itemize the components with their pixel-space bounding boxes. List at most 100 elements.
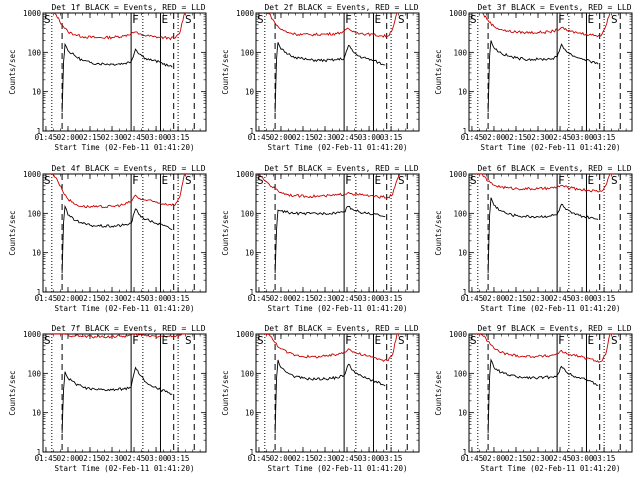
phase-marker-label: E (374, 334, 381, 347)
phase-marker-label: E (587, 334, 594, 347)
y-tick-label: 1 (249, 448, 254, 457)
x-tick-label: 02:15 (79, 133, 102, 142)
y-axis-label: Counts/sec (8, 370, 17, 415)
chart-title: Det 2f BLACK = Events, RED = LLD (264, 3, 418, 12)
x-tick-label: 03:00 (145, 294, 168, 303)
x-tick-label: 02:15 (292, 133, 315, 142)
x-tick-label: 03:15 (167, 454, 190, 463)
x-tick-label: 03:00 (571, 454, 594, 463)
y-axis-label: Counts/sec (434, 49, 443, 94)
x-tick-label: 02:30 (314, 133, 337, 142)
plot-frame (468, 333, 633, 453)
events-series-line (487, 197, 599, 274)
x-tick-label: 01:45 (461, 294, 484, 303)
y-axis-label: Counts/sec (221, 370, 230, 415)
phase-marker-label: F (558, 13, 565, 26)
phase-marker-label: F (345, 13, 352, 26)
x-tick-label: 03:15 (380, 294, 403, 303)
phase-marker-label: F (132, 334, 139, 347)
phase-marker-label: F (132, 174, 139, 187)
phase-marker-label: S (398, 174, 405, 187)
phase-marker-label: S (44, 334, 51, 347)
y-tick-label: 10 (32, 249, 42, 258)
x-tick-label: 02:30 (527, 454, 550, 463)
plot-frame (42, 12, 207, 132)
y-axis-label: Counts/sec (434, 370, 443, 415)
phase-marker-label: F (558, 174, 565, 187)
plot-frame (42, 333, 207, 453)
x-axis-label: Start Time (02-Feb-11 01:41:20) (268, 464, 408, 473)
y-tick-label: 10 (458, 409, 468, 418)
x-tick-label: 02:45 (336, 454, 359, 463)
y-tick-label: 100 (240, 48, 254, 57)
x-tick-label: 02:00 (57, 133, 80, 142)
events-series-line (61, 366, 173, 434)
y-tick-label: 1000 (23, 330, 42, 339)
phase-marker-label: E (587, 174, 594, 187)
phase-marker-label: S (398, 334, 405, 347)
chart-title: Det 7f BLACK = Events, RED = LLD (51, 324, 205, 333)
x-tick-label: 02:00 (483, 133, 506, 142)
x-tick-label: 02:45 (549, 133, 572, 142)
x-tick-label: 02:45 (123, 294, 146, 303)
lld-series-line (263, 13, 400, 38)
chart-title: Det 8f BLACK = Events, RED = LLD (264, 324, 418, 333)
phase-marker-label: F (558, 334, 565, 347)
x-tick-label: 02:00 (270, 133, 293, 142)
y-tick-label: 100 (453, 209, 467, 218)
phase-marker-label: S (44, 13, 51, 26)
x-tick-label: 03:15 (380, 133, 403, 142)
y-tick-label: 1000 (449, 9, 468, 18)
phase-marker-label: S (611, 174, 618, 187)
x-axis-label: Start Time (02-Feb-11 01:41:20) (481, 143, 621, 152)
y-tick-label: 100 (453, 48, 467, 57)
x-tick-label: 02:00 (270, 454, 293, 463)
x-tick-label: 01:45 (461, 454, 484, 463)
x-tick-label: 02:00 (483, 454, 506, 463)
y-axis-label: Counts/sec (221, 49, 230, 94)
phase-marker-label: F (132, 13, 139, 26)
x-tick-label: 02:00 (57, 294, 80, 303)
lld-series-line (476, 174, 613, 193)
x-tick-label: 02:15 (505, 454, 528, 463)
chart-panel-8: Det 8f BLACK = Events, RED = LLD 1 10 100 10… (221, 324, 420, 473)
x-tick-label: 01:45 (248, 133, 271, 142)
y-axis-label: Counts/sec (434, 210, 443, 255)
phase-marker-label: S (611, 334, 618, 347)
lld-series-line (263, 334, 400, 362)
events-series-line (274, 205, 386, 274)
x-tick-label: 02:30 (101, 454, 124, 463)
x-tick-label: 02:45 (336, 294, 359, 303)
x-tick-label: 03:15 (380, 454, 403, 463)
y-tick-label: 10 (32, 88, 42, 97)
y-tick-label: 1000 (236, 9, 255, 18)
x-tick-label: 02:15 (79, 294, 102, 303)
y-tick-label: 1000 (23, 9, 42, 18)
y-tick-label: 10 (245, 409, 255, 418)
y-tick-label: 1000 (236, 330, 255, 339)
phase-marker-label: E (374, 174, 381, 187)
chart-panel-6: Det 6f BLACK = Events, RED = LLD 1 10 100 10… (434, 164, 633, 313)
chart-panel-5: Det 5f BLACK = Events, RED = LLD 1 10 100 10… (221, 164, 420, 313)
x-tick-label: 02:45 (123, 454, 146, 463)
x-tick-label: 02:30 (314, 294, 337, 303)
lld-series-line (476, 13, 613, 38)
phase-marker-label: S (398, 13, 405, 26)
chart-title: Det 4f BLACK = Events, RED = LLD (51, 164, 205, 173)
y-tick-label: 100 (240, 209, 254, 218)
y-tick-label: 10 (458, 88, 468, 97)
lld-series-line (50, 334, 187, 339)
phase-marker-label: S (257, 174, 264, 187)
x-tick-label: 02:30 (527, 294, 550, 303)
x-tick-label: 02:30 (527, 133, 550, 142)
y-tick-label: 100 (27, 48, 41, 57)
y-tick-label: 1000 (236, 170, 255, 179)
y-tick-label: 1 (462, 127, 467, 136)
y-tick-label: 10 (245, 88, 255, 97)
events-series-line (274, 42, 386, 113)
phase-marker-label: S (470, 334, 477, 347)
lld-series-line (476, 334, 613, 363)
x-tick-label: 03:15 (593, 294, 616, 303)
chart-title: Det 5f BLACK = Events, RED = LLD (264, 164, 418, 173)
chart-title: Det 9f BLACK = Events, RED = LLD (477, 324, 631, 333)
